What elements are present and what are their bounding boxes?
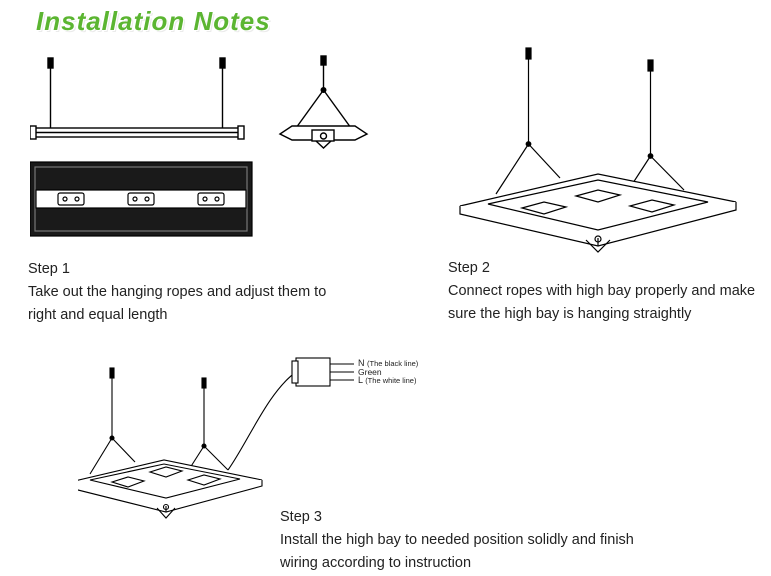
- step3-text: Step 3 Install the high bay to needed po…: [280, 506, 660, 574]
- iso-view-diagram: [460, 48, 736, 252]
- step2-label: Step 2: [448, 257, 758, 279]
- page-title: Installation Notes: [36, 6, 271, 37]
- step1-line1: Take out the hanging ropes and adjust th…: [28, 284, 326, 300]
- step1-line2: right and equal length: [28, 307, 167, 323]
- step3-label: Step 3: [280, 506, 660, 528]
- end-view-diagram: [280, 56, 367, 148]
- step3-line1: Install the high bay to needed position …: [280, 532, 634, 548]
- step2-line2: sure the high bay is hanging straightly: [448, 306, 691, 322]
- step3-iso-diagram: [78, 358, 354, 518]
- side-view-diagram: [30, 58, 244, 139]
- step1-label: Step 1: [28, 258, 428, 280]
- wire-l-label: L: [358, 375, 363, 385]
- svg-text:L (The white line): L (The white line): [358, 375, 417, 385]
- step3-figure: N (The black line) Green L (The white li…: [78, 352, 478, 532]
- wiring-labels: N (The black line) Green L (The white li…: [358, 358, 419, 385]
- step2-text: Step 2 Connect ropes with high bay prope…: [448, 257, 758, 325]
- step2-line1: Connect ropes with high bay properly and…: [448, 283, 755, 299]
- bottom-view-diagram: [30, 162, 252, 236]
- step1-text: Step 1 Take out the hanging ropes and ad…: [28, 258, 428, 326]
- step3-line2: wiring according to instruction: [280, 555, 471, 571]
- step2-figure: [448, 44, 748, 254]
- wire-l-note: (The white line): [365, 376, 417, 385]
- step1-figure: [30, 50, 390, 250]
